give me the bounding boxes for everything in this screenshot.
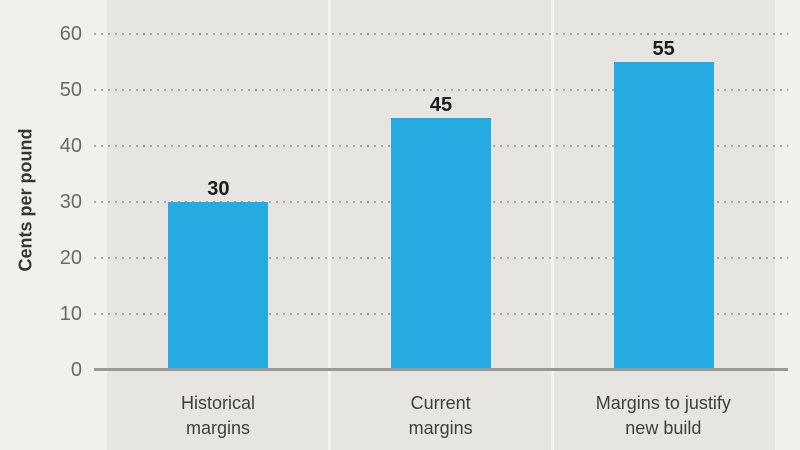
y-axis-title: Cents per pound [15,128,36,272]
gridline [94,89,788,91]
bar [168,202,269,368]
y-tick-label: 50 [59,79,82,101]
category-label: Current margins [408,393,473,438]
gridline [94,33,788,35]
bar-value-label: 30 [207,178,230,200]
y-tick-label: 60 [59,23,82,45]
y-tick-label: 20 [59,247,82,269]
y-tick-label: 0 [70,359,82,381]
y-tick-label: 30 [59,191,82,213]
bar-value-label: 45 [429,94,453,116]
bar-value-label: 55 [652,38,675,60]
category-label: Historical margins [180,393,255,438]
category-label: Margins to justify new build [595,393,731,438]
x-axis-line [94,368,788,371]
bar [391,118,491,368]
y-tick-label: 40 [59,135,82,157]
y-tick-label: 10 [59,303,82,325]
bar [613,62,714,368]
